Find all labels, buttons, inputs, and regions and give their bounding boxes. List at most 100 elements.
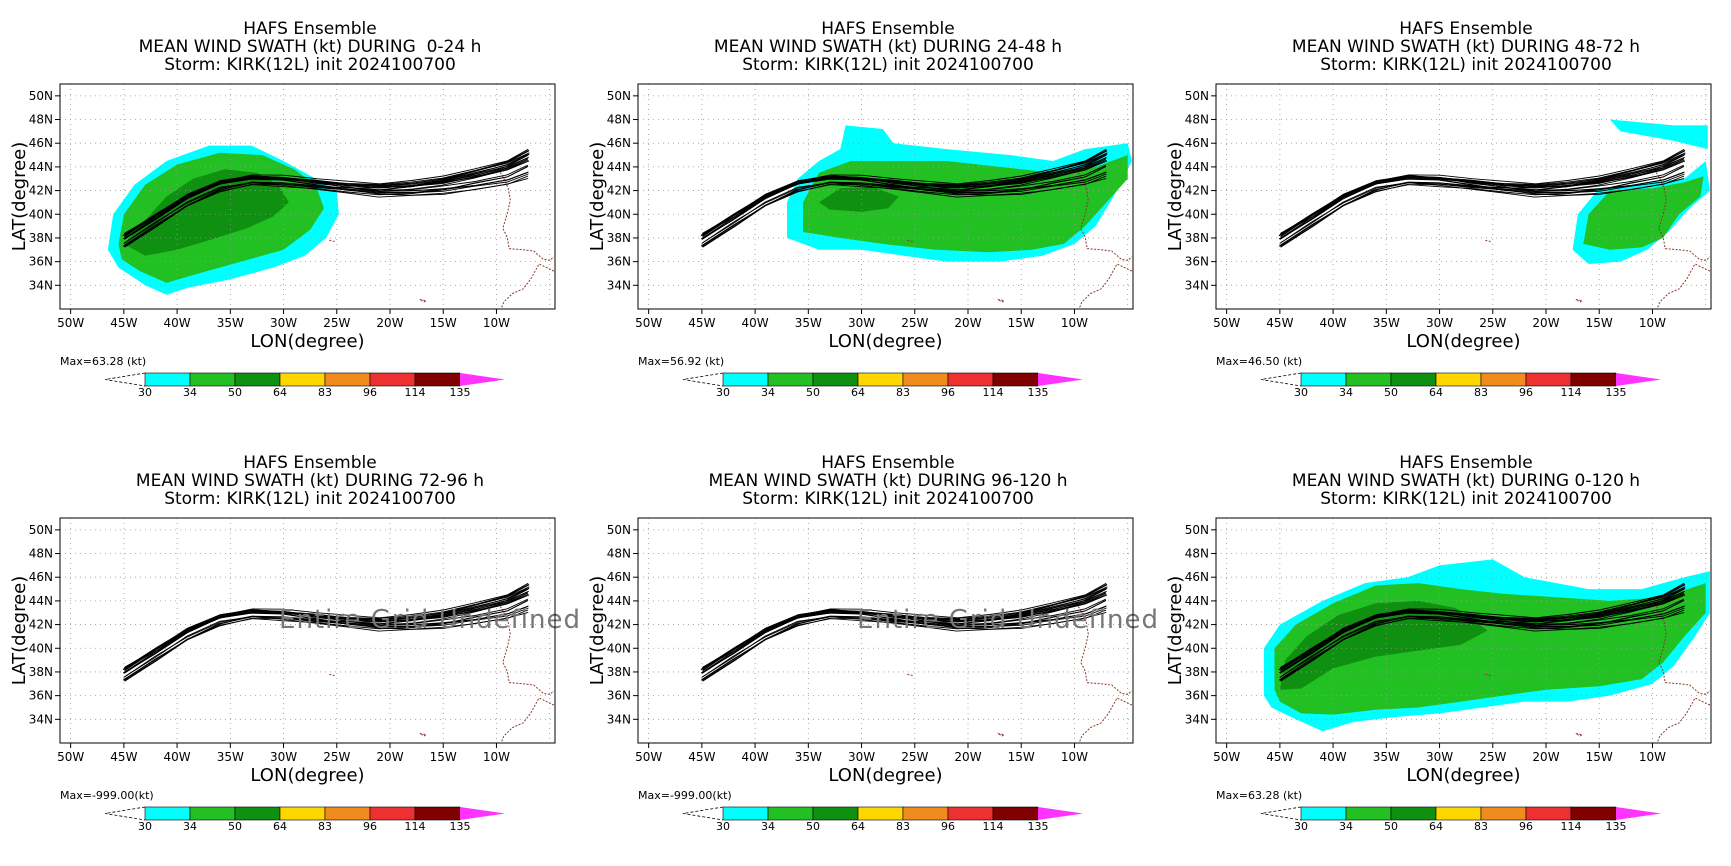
colorbar-segment <box>369 806 416 821</box>
ensemble-track <box>122 582 529 670</box>
y-tick-label: 38N <box>29 231 53 245</box>
ensemble-track <box>124 166 528 243</box>
colorbar-tick-label: 83 <box>1474 820 1488 833</box>
y-tick-label: 44N <box>1185 160 1209 174</box>
coastline <box>1656 697 1711 743</box>
colorbar-tick-label: 114 <box>1561 820 1582 833</box>
coastline <box>1656 263 1711 309</box>
ensemble-track <box>702 607 1107 671</box>
ensemble-track <box>1280 605 1685 668</box>
ensemble-track <box>701 586 1108 674</box>
colorbar-segment <box>1480 806 1527 821</box>
y-tick-label: 42N <box>29 184 53 198</box>
x-axis-label: LON(degree) <box>828 765 942 786</box>
ensemble-track <box>702 171 1107 234</box>
colorbar-tick-label: 96 <box>363 820 377 833</box>
ensemble-track <box>702 588 1107 682</box>
colorbar-segment <box>414 372 461 387</box>
coastline <box>1078 263 1133 309</box>
x-axis-label: LON(degree) <box>828 331 942 352</box>
colorbar-tick-label: 83 <box>318 820 332 833</box>
ensemble-track <box>123 586 530 674</box>
colorbar-tick-label: 135 <box>450 820 471 833</box>
ensemble-track <box>1278 582 1685 670</box>
y-axis-label: LAT(degree) <box>587 142 608 251</box>
x-tick-label: 35W <box>795 750 822 764</box>
y-tick-label: 34N <box>29 278 53 292</box>
plot-frame <box>637 517 1134 744</box>
colorbar-segment <box>857 806 904 821</box>
y-tick-label: 46N <box>1185 136 1209 150</box>
colorbar-segment <box>767 372 814 387</box>
colorbar-tick-label: 30 <box>1294 820 1308 833</box>
entire-grid-undefined-label: Entire Grid Undefined <box>279 605 581 635</box>
x-tick-label: 20W <box>954 750 981 764</box>
coastline <box>1575 299 1584 303</box>
x-tick-label: 50W <box>1213 750 1240 764</box>
x-tick-label: 50W <box>57 750 84 764</box>
coastline <box>907 673 913 676</box>
colorbar-tick-label: 96 <box>1519 820 1533 833</box>
x-tick-label: 45W <box>688 316 715 330</box>
max-wind-label: Max=56.92 (kt) <box>638 355 724 368</box>
colorbar-tick-label: 50 <box>228 386 242 399</box>
colorbar-tick-label: 135 <box>450 386 471 399</box>
panel-storm-line: Storm: KIRK(12L) init 2024100700 <box>1320 489 1612 509</box>
colorbar-segment <box>189 372 236 387</box>
x-tick-label: 50W <box>57 316 84 330</box>
colorbar-segment <box>902 372 949 387</box>
x-tick-label: 15W <box>430 750 457 764</box>
y-tick-label: 48N <box>1185 547 1209 561</box>
colorbar-tick-label: 50 <box>1384 386 1398 399</box>
x-tick-label: 50W <box>635 316 662 330</box>
max-wind-label: Max=46.50 (kt) <box>1216 355 1302 368</box>
coastline <box>1654 603 1711 695</box>
x-tick-label: 10W <box>483 316 510 330</box>
coastline <box>1654 169 1711 261</box>
ensemble-track <box>124 171 529 234</box>
plot-area <box>638 84 1133 309</box>
colorbar-tick-label: 34 <box>761 386 775 399</box>
ensemble-track <box>700 582 1107 670</box>
y-tick-label: 34N <box>607 712 631 726</box>
coastline <box>329 673 335 676</box>
y-tick-label: 48N <box>29 113 53 127</box>
colorbar-tick-label: 50 <box>228 820 242 833</box>
x-tick-label: 20W <box>1532 750 1559 764</box>
colorbar-tick-label: 50 <box>806 820 820 833</box>
colorbar-segment <box>369 372 416 387</box>
colorbar-segment <box>1300 372 1347 387</box>
colorbar-segment <box>1525 372 1572 387</box>
plot-frame <box>637 83 1134 310</box>
ensemble-track <box>1280 166 1684 243</box>
colorbar-tick-label: 50 <box>1384 820 1398 833</box>
colorbar-segment <box>144 806 191 821</box>
x-tick-label: 30W <box>1426 316 1453 330</box>
y-axis-label: LAT(degree) <box>9 142 30 251</box>
x-tick-label: 40W <box>164 750 191 764</box>
y-tick-label: 40N <box>1185 641 1209 655</box>
colorbar-tick-label: 34 <box>1339 820 1353 833</box>
colorbar: 30 34 50 64 83 96 114 135 <box>1260 372 1661 399</box>
coastline <box>997 299 1006 303</box>
panel-storm-line: Storm: KIRK(12L) init 2024100700 <box>164 489 456 509</box>
panel-storm-line: Storm: KIRK(12L) init 2024100700 <box>742 55 1034 75</box>
colorbar: 30 34 50 64 83 96 114 135 <box>1260 806 1661 833</box>
ensemble-track <box>702 605 1107 668</box>
coastline <box>498 169 555 261</box>
colorbar-segment <box>1570 806 1617 821</box>
colorbar: 30 34 50 64 83 96 114 135 <box>682 806 1083 833</box>
y-tick-label: 50N <box>29 89 53 103</box>
colorbar-tick-label: 114 <box>983 386 1004 399</box>
x-tick-label: 45W <box>110 316 137 330</box>
ensemble-track <box>124 600 528 677</box>
colorbar-tick-label: 96 <box>941 820 955 833</box>
colorbar-segment <box>812 372 859 387</box>
coastline <box>997 733 1006 737</box>
colorbar-tick-label: 114 <box>405 386 426 399</box>
ensemble-track <box>702 173 1107 237</box>
plot-frame <box>1215 517 1712 744</box>
y-tick-label: 42N <box>607 618 631 632</box>
